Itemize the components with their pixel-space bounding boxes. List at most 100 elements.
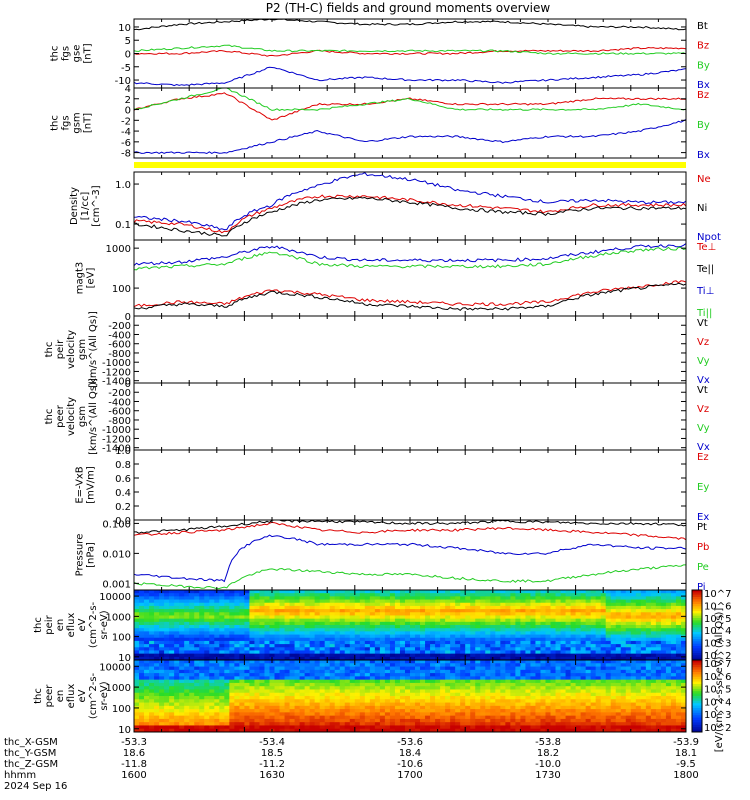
- heatmap-cell: [565, 689, 571, 694]
- heatmap-cell: [510, 590, 516, 594]
- heatmap-cell: [545, 647, 551, 651]
- heatmap-cell: [249, 656, 255, 661]
- heatmap-cell: [490, 715, 496, 720]
- heatmap-cell: [334, 682, 341, 687]
- heatmap-cell: [465, 650, 471, 655]
- heatmap-cell: [284, 682, 290, 687]
- heatmap-cell: [615, 612, 622, 616]
- heatmap-cell: [299, 593, 306, 597]
- heatmap-cell: [425, 699, 431, 703]
- heatmap-cell: [354, 653, 361, 658]
- heatmap-cell: [209, 612, 215, 616]
- heatmap-cell: [334, 715, 341, 720]
- heatmap-cell: [399, 599, 406, 604]
- heatmap-cell: [500, 615, 506, 620]
- heatmap-cell: [254, 618, 260, 623]
- heatmap-cell: [319, 722, 326, 726]
- heatmap-cell: [169, 709, 175, 713]
- heatmap-cell: [294, 712, 300, 717]
- heatmap-cell: [425, 676, 431, 681]
- heatmap-cell: [204, 702, 210, 707]
- heatmap-cell: [274, 696, 280, 700]
- heatmap-cell: [540, 590, 546, 594]
- heatmap-cell: [194, 666, 200, 671]
- heatmap-cell: [510, 705, 516, 710]
- heatmap-cell: [254, 692, 260, 697]
- heatmap-cell: [194, 631, 200, 635]
- heatmap-cell: [254, 602, 260, 607]
- heatmap-cell: [615, 602, 622, 607]
- heatmap-cell: [359, 689, 366, 694]
- heatmap-cell: [394, 590, 401, 594]
- heatmap-cell: [194, 686, 200, 690]
- heatmap-cell: [149, 712, 155, 717]
- heatmap-cell: [465, 634, 471, 639]
- heatmap-cell: [224, 702, 230, 707]
- heatmap-cell: [154, 605, 160, 610]
- legend-Bx: Bx: [697, 150, 710, 161]
- heatmap-cell: [294, 682, 300, 687]
- heatmap-cell: [154, 679, 160, 684]
- heatmap-cell: [675, 590, 682, 594]
- heatmap-cell: [565, 663, 571, 667]
- heatmap-cell: [580, 634, 587, 639]
- heatmap-cell: [189, 725, 195, 730]
- heatmap-cell: [284, 725, 290, 730]
- heatmap-cell: [164, 618, 170, 623]
- heatmap-cell: [334, 656, 341, 661]
- heatmap-cell: [460, 699, 466, 703]
- heatmap-cell: [540, 609, 546, 613]
- heatmap-cell: [525, 593, 531, 597]
- heatmap-cell: [480, 722, 486, 726]
- heatmap-cell: [485, 596, 491, 600]
- heatmap-cell: [540, 660, 546, 664]
- heatmap-cell: [289, 590, 295, 594]
- heatmap-cell: [460, 728, 466, 733]
- heatmap-cell: [319, 596, 326, 600]
- heatmap-cell: [374, 637, 381, 642]
- ylabel-line: [cm^-3]: [91, 185, 102, 226]
- heatmap-cell: [440, 676, 446, 681]
- heatmap-cell: [329, 682, 336, 687]
- heatmap-cell: [555, 673, 561, 677]
- heatmap-cell: [279, 618, 285, 623]
- heatmap-cell: [224, 679, 230, 684]
- heatmap-cell: [364, 612, 371, 616]
- heatmap-cell: [550, 625, 556, 629]
- heatmap-cell: [154, 682, 160, 687]
- ylabel-line: peer: [55, 404, 66, 428]
- heatmap-cell: [259, 625, 265, 629]
- heatmap-cell: [239, 640, 245, 645]
- heatmap-cell: [339, 715, 346, 720]
- heatmap-cell: [440, 650, 446, 655]
- heatmap-cell: [485, 628, 491, 632]
- heatmap-cell: [374, 679, 381, 684]
- heatmap-cell: [289, 666, 295, 671]
- heatmap-cell: [189, 666, 195, 671]
- heatmap-cell: [520, 647, 526, 651]
- heatmap-cell: [425, 631, 431, 635]
- heatmap-cell: [294, 718, 300, 723]
- heatmap-cell: [269, 644, 275, 648]
- heatmap-cell: [309, 696, 316, 700]
- heatmap-cell: [314, 605, 321, 610]
- heatmap-cell: [264, 644, 270, 648]
- heatmap-cell: [179, 596, 185, 600]
- heatmap-cell: [139, 628, 145, 632]
- heatmap-cell: [600, 628, 607, 632]
- heatmap-cell: [169, 618, 175, 623]
- heatmap-cell: [349, 637, 356, 642]
- heatmap-cell: [364, 609, 371, 613]
- heatmap-cell: [239, 625, 245, 629]
- heatmap-cell: [440, 669, 446, 674]
- heatmap-cell: [334, 599, 341, 604]
- heatmap-cell: [495, 596, 501, 600]
- heatmap-cell: [289, 656, 295, 661]
- heatmap-cell: [535, 647, 541, 651]
- heatmap-cell: [194, 640, 200, 645]
- heatmap-cell: [460, 631, 466, 635]
- heatmap-cell: [184, 650, 190, 655]
- colorbar-cell: [692, 611, 702, 614]
- heatmap-cell: [174, 728, 180, 733]
- heatmap-cell: [334, 605, 341, 610]
